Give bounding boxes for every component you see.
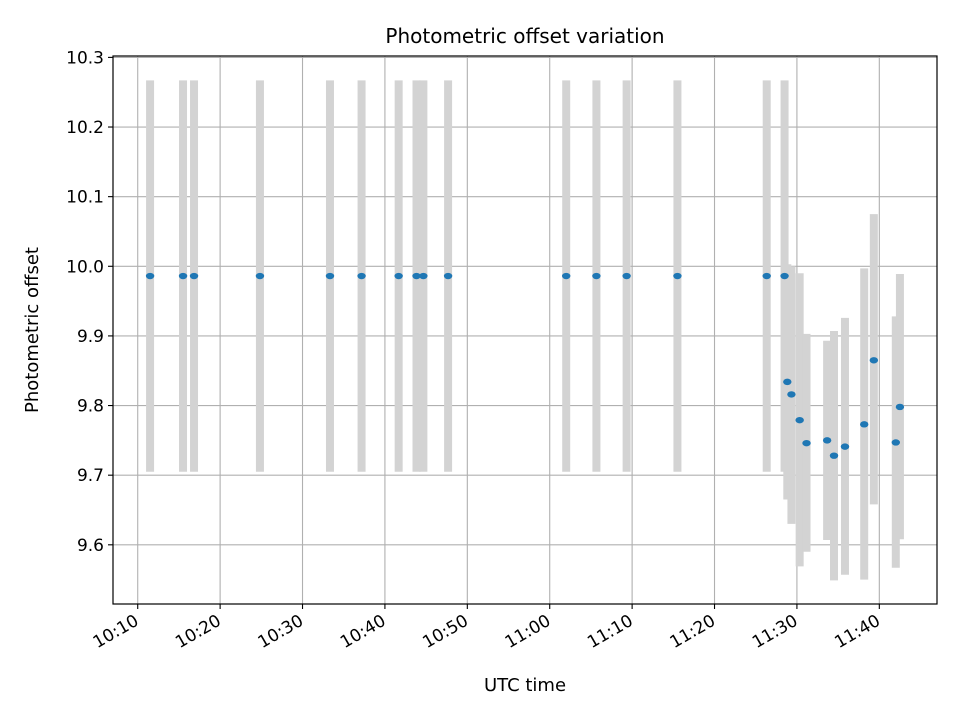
y-axis: 9.6 9.7 9.8 9.9 10.0 10.1 10.2 10.3 <box>66 48 113 556</box>
data-point <box>860 421 869 428</box>
data-point <box>895 403 905 411</box>
y-tick-label: 9.9 <box>77 327 104 347</box>
data-point <box>255 272 265 280</box>
y-tick-label: 9.7 <box>77 466 104 486</box>
data-point <box>673 272 682 280</box>
data-point <box>795 416 804 424</box>
data-point <box>419 272 428 280</box>
data-point <box>869 357 879 364</box>
chart-title: Photometric offset variation <box>385 24 664 48</box>
data-point <box>145 272 155 280</box>
data-point <box>178 272 188 280</box>
data-point <box>622 272 631 280</box>
data-point <box>802 439 811 447</box>
x-axis-label: UTC time <box>484 675 566 696</box>
data-point <box>787 391 796 398</box>
data-point <box>780 272 789 280</box>
y-axis-label: Photometric offset <box>22 247 43 413</box>
plot-frame <box>112 55 938 605</box>
y-tick-label: 9.6 <box>77 536 104 556</box>
data-point <box>357 272 366 280</box>
data-point <box>412 272 421 280</box>
data-point <box>443 272 453 280</box>
data-point <box>822 437 832 444</box>
data-point <box>829 452 839 459</box>
data-point <box>325 272 335 280</box>
y-tick-label: 10.3 <box>66 48 104 68</box>
data-point <box>891 439 900 446</box>
data-point <box>840 443 850 450</box>
data-point <box>783 378 792 386</box>
y-tick-label: 9.8 <box>77 397 104 417</box>
data-point <box>562 272 571 280</box>
y-tick-label: 10.0 <box>66 257 104 277</box>
data-points <box>145 272 905 459</box>
y-tick-label: 10.1 <box>66 188 104 208</box>
y-tick-label: 10.2 <box>66 118 104 138</box>
data-point <box>189 272 199 280</box>
data-point <box>394 272 403 280</box>
data-point <box>762 272 771 280</box>
data-point <box>592 272 601 280</box>
